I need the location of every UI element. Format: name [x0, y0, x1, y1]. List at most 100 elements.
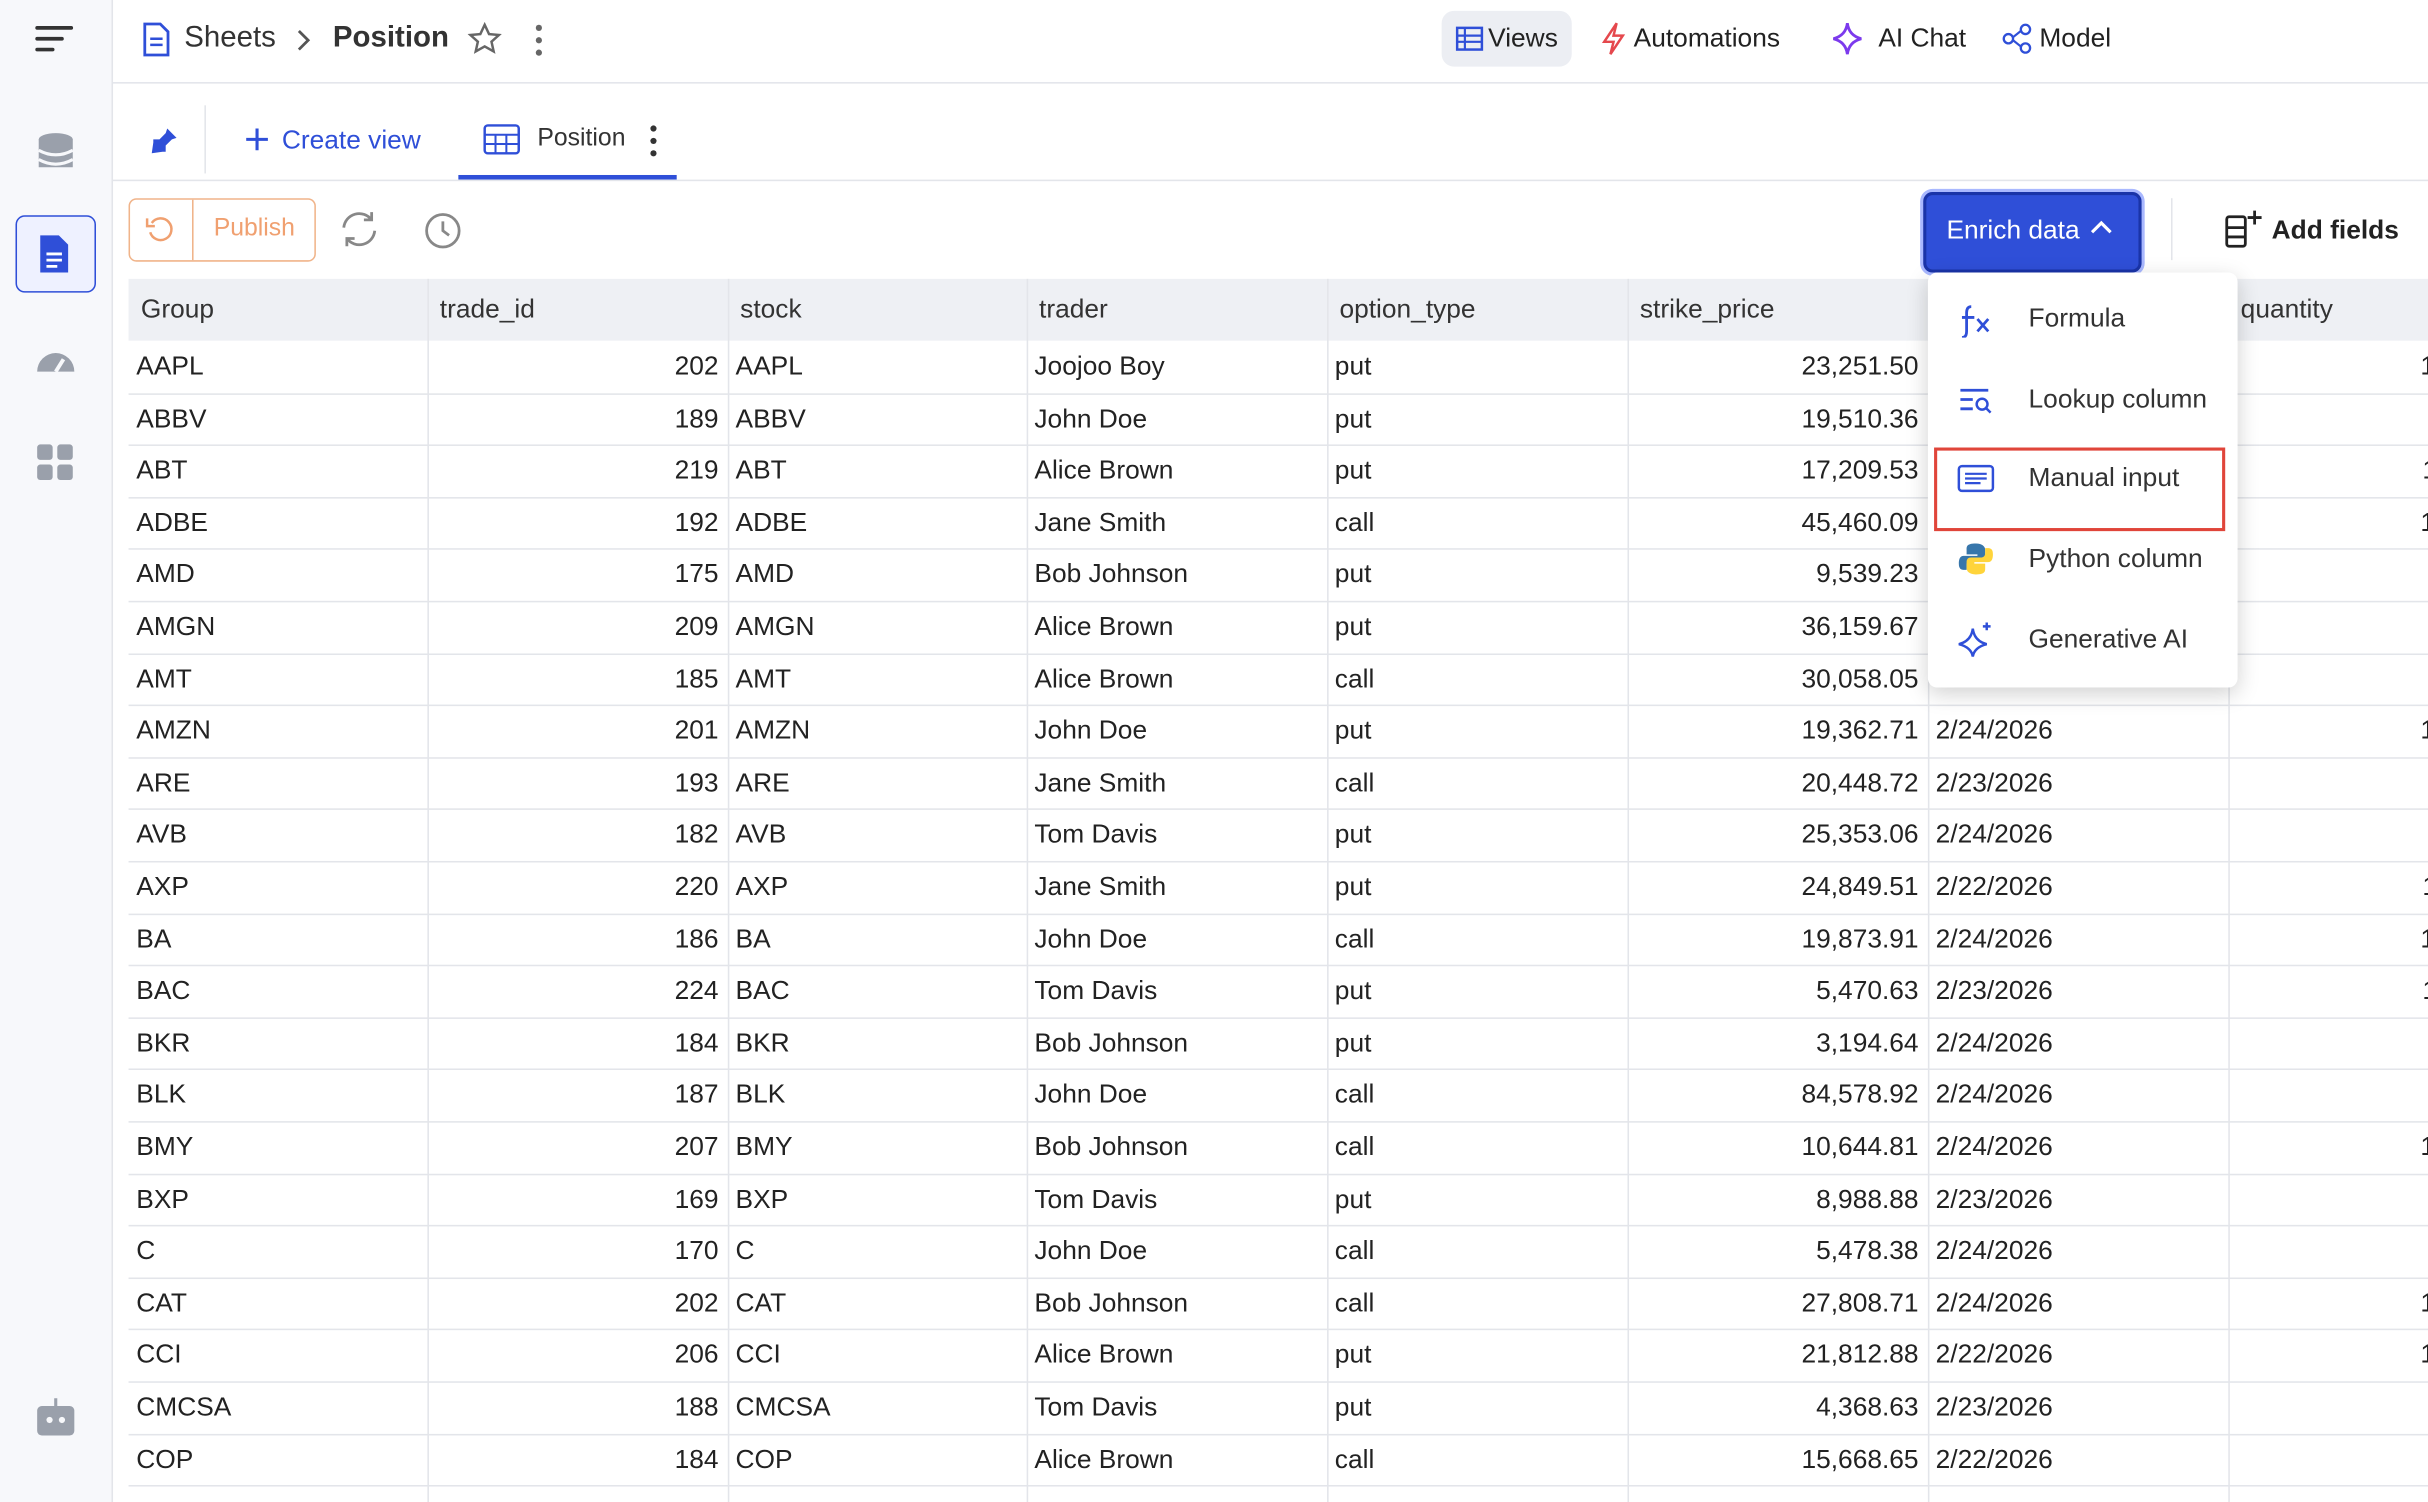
- database-icon[interactable]: [34, 130, 77, 173]
- row-border: [128, 704, 2428, 707]
- table-cell: 9,539.23: [1816, 559, 1919, 590]
- table-cell: ADBE: [735, 507, 808, 538]
- table-cell: 21,812.88: [1801, 1340, 1919, 1370]
- table-cell: 2/24/2026: [1935, 715, 2053, 746]
- table-cell: 10: [2238, 341, 2428, 392]
- star-icon[interactable]: [467, 21, 502, 56]
- dashboard-icon[interactable]: [34, 341, 77, 378]
- table-cell: 27,808.71: [1801, 1288, 1919, 1318]
- table-cell: CCI: [735, 1340, 781, 1370]
- table-cell: 8,988.88: [1816, 1183, 1919, 1214]
- table-cell: 2/24/2026: [1935, 923, 2053, 954]
- column-header[interactable]: strike_price: [1639, 294, 1775, 324]
- table-cell: AMD: [136, 559, 195, 590]
- table-cell: 2/24/2026: [1935, 1079, 2053, 1110]
- column-header[interactable]: trader: [1039, 294, 1108, 324]
- table-cell: 5,470.63: [1816, 975, 1919, 1006]
- column-divider: [727, 278, 730, 1502]
- table-cell: 175: [674, 559, 719, 590]
- table-cell: BMY: [735, 1131, 793, 1162]
- ai-icon: [1833, 22, 1862, 55]
- nav-item[interactable]: Model: [2039, 23, 2112, 53]
- column-header[interactable]: Group: [140, 294, 215, 324]
- enrich-menu: Formula Lookup column Manual input Python c…: [1927, 272, 2238, 688]
- table-cell: 9: [2238, 1433, 2428, 1484]
- table-cell: ARE: [136, 767, 191, 798]
- column-divider: [2228, 278, 2230, 1502]
- menu-icon[interactable]: [34, 22, 74, 56]
- publish-button[interactable]: Publish: [213, 215, 295, 242]
- nav-item[interactable]: AI Chat: [1878, 23, 1967, 53]
- row-border: [128, 1433, 2428, 1435]
- column-header[interactable]: stock: [740, 294, 802, 324]
- enrich-button[interactable]: [1923, 192, 2142, 273]
- table-cell: 2/23/2026: [1935, 767, 2053, 798]
- more-icon[interactable]: [647, 122, 659, 159]
- sync-icon[interactable]: [338, 209, 381, 249]
- bot-icon[interactable]: [34, 1397, 77, 1437]
- create-view[interactable]: Create view: [281, 125, 421, 155]
- undo-icon[interactable]: [144, 214, 175, 245]
- views-button[interactable]: [1441, 10, 1572, 67]
- column-divider: [427, 278, 429, 1502]
- column-header[interactable]: quantity: [2240, 294, 2333, 324]
- table-cell: 10,644.81: [1801, 1131, 1919, 1162]
- apps-icon[interactable]: [36, 443, 76, 483]
- row-border: [128, 496, 2428, 499]
- add-fields-button[interactable]: Add fields: [2271, 215, 2399, 245]
- table-cell: AMZN: [136, 715, 211, 746]
- breadcrumb-root[interactable]: Sheets: [184, 21, 276, 55]
- menu-item[interactable]: Formula: [1928, 279, 2238, 360]
- menu-item[interactable]: Lookup column: [1928, 359, 2238, 440]
- table-cell: BXP: [136, 1183, 189, 1214]
- table-cell: put: [1334, 819, 1372, 850]
- table-cell: ARE: [735, 767, 790, 798]
- menu-item[interactable]: Generative AI: [1928, 599, 2238, 680]
- table-cell: CMCSA: [136, 1392, 232, 1422]
- table-cell: 11: [2238, 965, 2428, 1016]
- pin-icon[interactable]: [149, 125, 180, 156]
- column-header[interactable]: option_type: [1339, 294, 1476, 324]
- table-cell: put: [1334, 1392, 1372, 1422]
- table-cell: Joojoo Boy: [1034, 351, 1165, 381]
- menu-item[interactable]: Manual input: [1928, 439, 2238, 520]
- table-cell: AVB: [735, 819, 787, 850]
- table-cell: 10: [2238, 1121, 2428, 1172]
- table-cell: 224: [674, 975, 719, 1006]
- menu-item[interactable]: Python column: [1928, 519, 2238, 600]
- nav-item[interactable]: Automations: [1633, 23, 1781, 53]
- table-cell: Alice Brown: [1034, 611, 1174, 642]
- column-header[interactable]: trade_id: [439, 294, 535, 324]
- table-cell: 9: [2238, 601, 2428, 652]
- table-cell: AAPL: [735, 351, 803, 381]
- history-icon[interactable]: [423, 211, 463, 251]
- row-border: [128, 1381, 2428, 1383]
- plus-icon: [246, 128, 268, 151]
- table-cell: 5,478.38: [1816, 1235, 1919, 1266]
- nav-item[interactable]: Views: [1488, 23, 1558, 53]
- table-cell: AXP: [735, 871, 789, 902]
- table-cell: call: [1334, 1131, 1375, 1162]
- more-icon[interactable]: [533, 22, 545, 59]
- active-tab[interactable]: Position: [537, 125, 626, 152]
- table-cell: AVB: [136, 819, 188, 850]
- menu-label: Generative AI: [2028, 623, 2189, 654]
- table-cell: put: [1334, 611, 1372, 642]
- table-cell: John Doe: [1034, 403, 1148, 433]
- row-border: [128, 808, 2428, 811]
- breadcrumb-current: Position: [332, 21, 449, 55]
- table-cell: 23,251.50: [1801, 351, 1919, 381]
- table-cell: Alice Brown: [1034, 1444, 1174, 1474]
- table-cell: 8: [2238, 549, 2428, 600]
- table-cell: 24,849.51: [1801, 871, 1919, 902]
- table-cell: ABBV: [735, 403, 806, 433]
- table-cell: BAC: [735, 975, 790, 1006]
- table-cell: C: [735, 1235, 755, 1266]
- table-cell: 202: [674, 351, 719, 381]
- table-cell: 206: [674, 1340, 719, 1370]
- table-cell: 8: [2238, 1173, 2428, 1224]
- table-cell: John Doe: [1034, 923, 1148, 954]
- table-cell: 219: [674, 455, 719, 485]
- table-cell: Tom Davis: [1034, 1183, 1158, 1214]
